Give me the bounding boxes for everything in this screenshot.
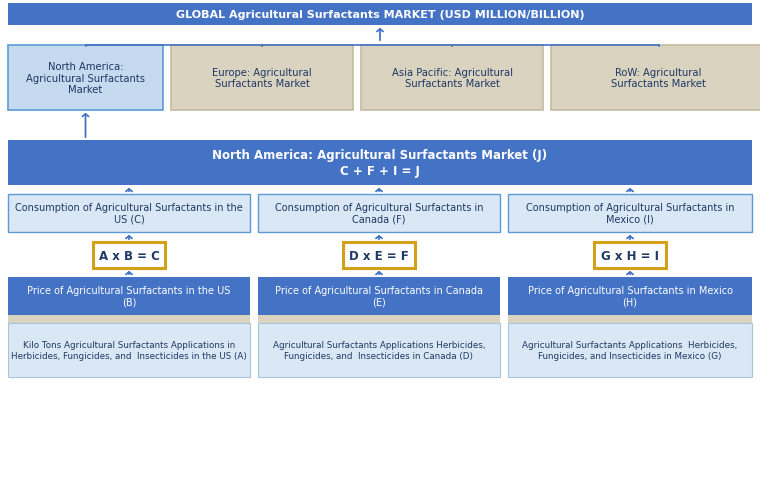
FancyBboxPatch shape — [343, 242, 415, 268]
Text: Agricultural Surfactants Applications Herbicides,
Fungicides, and  Insecticides : Agricultural Surfactants Applications He… — [273, 341, 485, 360]
Text: Kilo Tons Agricultural Surfactants Applications in
Herbicides, Fungicides, and  : Kilo Tons Agricultural Surfactants Appli… — [11, 341, 247, 360]
Text: Asia Pacific: Agricultural
Surfactants Market: Asia Pacific: Agricultural Surfactants M… — [391, 68, 512, 89]
Text: A x B = C: A x B = C — [99, 249, 160, 262]
FancyBboxPatch shape — [258, 277, 500, 315]
Text: Europe: Agricultural
Surfactants Market: Europe: Agricultural Surfactants Market — [212, 68, 312, 89]
FancyBboxPatch shape — [171, 46, 353, 111]
Text: North America: Agricultural Surfactants Market (J)
C + F + I = J: North America: Agricultural Surfactants … — [213, 149, 547, 177]
FancyBboxPatch shape — [8, 194, 250, 232]
FancyBboxPatch shape — [8, 315, 250, 324]
Text: RoW: Agricultural
Surfactants Market: RoW: Agricultural Surfactants Market — [611, 68, 706, 89]
Text: Price of Agricultural Surfactants in Mexico
(H): Price of Agricultural Surfactants in Mex… — [527, 286, 733, 307]
FancyBboxPatch shape — [594, 242, 666, 268]
Text: Consumption of Agricultural Surfactants in
Canada (F): Consumption of Agricultural Surfactants … — [275, 203, 483, 224]
FancyBboxPatch shape — [8, 277, 250, 315]
FancyBboxPatch shape — [508, 315, 752, 324]
Text: Consumption of Agricultural Surfactants in the
US (C): Consumption of Agricultural Surfactants … — [15, 203, 243, 224]
FancyBboxPatch shape — [508, 194, 752, 232]
FancyBboxPatch shape — [258, 194, 500, 232]
FancyBboxPatch shape — [93, 242, 165, 268]
Text: Price of Agricultural Surfactants in Canada
(E): Price of Agricultural Surfactants in Can… — [275, 286, 483, 307]
Text: G x H = I: G x H = I — [601, 249, 659, 262]
FancyBboxPatch shape — [258, 324, 500, 377]
FancyBboxPatch shape — [258, 315, 500, 324]
Text: North America:
Agricultural Surfactants
Market: North America: Agricultural Surfactants … — [26, 62, 145, 95]
Text: GLOBAL Agricultural Surfactants MARKET (USD MILLION/BILLION): GLOBAL Agricultural Surfactants MARKET (… — [176, 10, 584, 20]
FancyBboxPatch shape — [508, 324, 752, 377]
FancyBboxPatch shape — [551, 46, 760, 111]
Text: D x E = F: D x E = F — [349, 249, 409, 262]
FancyBboxPatch shape — [8, 46, 163, 111]
FancyBboxPatch shape — [8, 324, 250, 377]
Text: Price of Agricultural Surfactants in the US
(B): Price of Agricultural Surfactants in the… — [27, 286, 231, 307]
FancyBboxPatch shape — [361, 46, 543, 111]
Text: Agricultural Surfactants Applications  Herbicides,
Fungicides, and Insecticides : Agricultural Surfactants Applications He… — [522, 341, 738, 360]
FancyBboxPatch shape — [8, 4, 752, 26]
Text: Consumption of Agricultural Surfactants in
Mexico (I): Consumption of Agricultural Surfactants … — [526, 203, 734, 224]
FancyBboxPatch shape — [508, 277, 752, 315]
FancyBboxPatch shape — [8, 141, 752, 186]
